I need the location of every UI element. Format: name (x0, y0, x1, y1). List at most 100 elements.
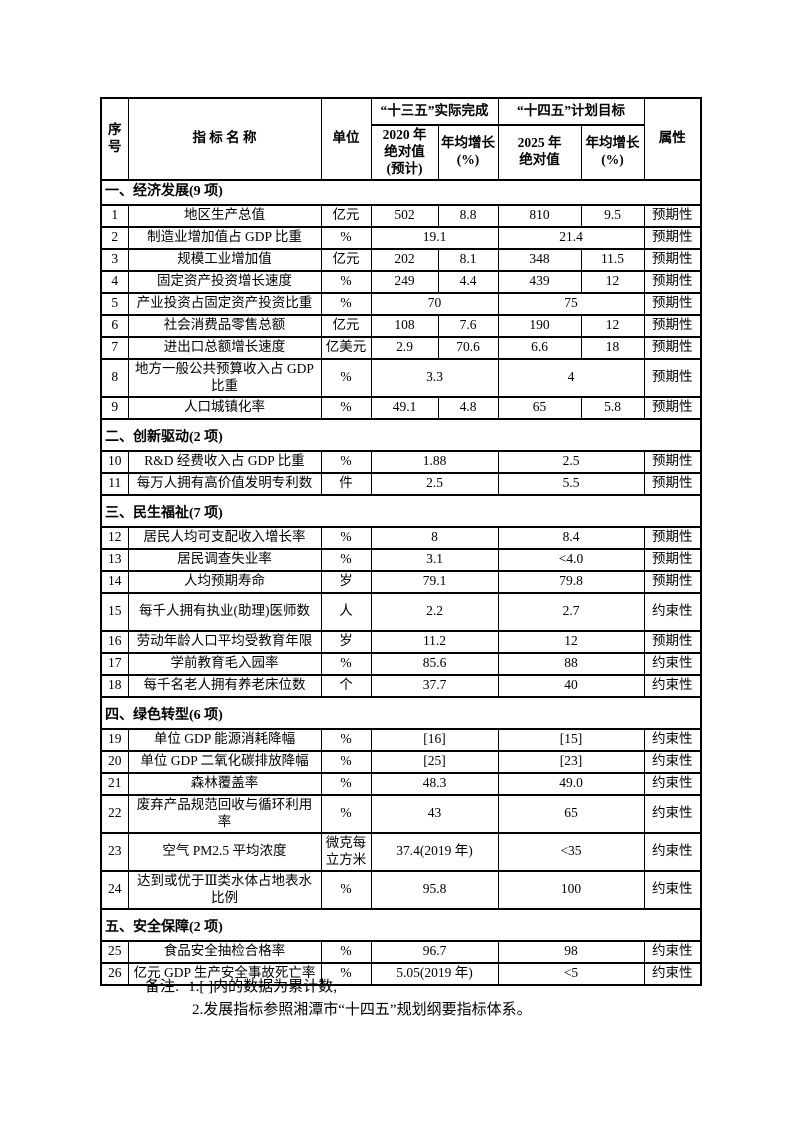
cell-value-14th: <4.0 (497, 547, 645, 572)
cell-indicator-name: 产业投资占固定资产投资比重 (127, 291, 322, 316)
cell-indicator-name: 食品安全抽检合格率 (127, 939, 322, 964)
cell-attribute: 约束性 (643, 771, 702, 796)
section-header-row: 二、创新驱动(2 项) (100, 417, 702, 452)
cell-value-13th: 2.2 (370, 591, 499, 632)
cell-row-number: 22 (100, 793, 129, 834)
cell-unit: % (320, 395, 372, 420)
cell-value-2025: 190 (497, 313, 582, 338)
table-row: 4 固定资产投资增长速度% 249 4.4 439 12 预期性 (100, 269, 702, 294)
cell-attribute: 预期性 (643, 449, 702, 474)
col-indicator-header: 指 标 名 称 (127, 97, 322, 181)
cell-value-13th: 79.1 (370, 569, 499, 594)
cell-value-13th: 1.88 (370, 449, 499, 474)
cell-indicator-name: 每千人拥有执业(助理)医师数 (127, 591, 322, 632)
cell-unit: % (320, 291, 372, 316)
cell-attribute: 约束性 (643, 673, 702, 698)
cell-attribute: 预期性 (643, 247, 702, 272)
cell-value-2025: 439 (497, 269, 582, 294)
section-header-row: 三、民生福祉(7 项) (100, 493, 702, 528)
cell-value-2020: 2.9 (370, 335, 439, 360)
section-header-row: 四、绿色转型(6 项) (100, 695, 702, 730)
cell-value-13th: 96.7 (370, 939, 499, 964)
table-row: 22 废弃产品规范回收与循环利用率% 43 65 约束性 (100, 793, 702, 834)
cell-row-number: 23 (100, 831, 129, 872)
cell-attribute: 约束性 (643, 591, 702, 632)
cell-attribute: 约束性 (643, 869, 702, 910)
table-row: 17 学前教育毛入园率% 85.6 88 约束性 (100, 651, 702, 676)
cell-attribute: 预期性 (643, 629, 702, 654)
cell-row-number: 17 (100, 651, 129, 676)
table-row: 21 森林覆盖率% 48.3 49.0 约束性 (100, 771, 702, 796)
section-header-row: 五、安全保障(2 项) (100, 907, 702, 942)
cell-row-number: 6 (100, 313, 129, 338)
cell-value-14th: 12 (497, 629, 645, 654)
cell-attribute: 约束性 (643, 793, 702, 834)
cell-growth-14th: 12 (580, 269, 645, 294)
note-line-1-row: 备注: 1.[ ]内的数据为累计数; (145, 976, 532, 999)
cell-row-number: 3 (100, 247, 129, 272)
cell-attribute: 预期性 (643, 525, 702, 550)
cell-unit: % (320, 869, 372, 910)
cell-growth-14th: 9.5 (580, 203, 645, 228)
cell-unit: 亿美元 (320, 335, 372, 360)
cell-value-13th: 48.3 (370, 771, 499, 796)
table-row: 9 人口城镇化率% 49.1 4.8 65 5.8 预期性 (100, 395, 702, 420)
section-title: 一、经济发展(9 项) (100, 178, 702, 206)
cell-indicator-name: 人口城镇化率 (127, 395, 322, 420)
cell-unit: 岁 (320, 629, 372, 654)
table-row: 19 单位 GDP 能源消耗降幅% [16] [15] 约束性 (100, 727, 702, 752)
cell-unit: % (320, 727, 372, 752)
table-row: 13 居民调查失业率% 3.1 <4.0 预期性 (100, 547, 702, 572)
cell-value-13th: 19.1 (370, 225, 499, 250)
header-line: 绝对值 (384, 143, 425, 159)
cell-value-2020: 249 (370, 269, 439, 294)
table-row: 24 达到或优于Ⅲ类水体占地表水比例% 95.8 100 约束性 (100, 869, 702, 910)
section-title: 五、安全保障(2 项) (100, 907, 702, 942)
cell-attribute: 预期性 (643, 269, 702, 294)
cell-value-14th: 21.4 (497, 225, 645, 250)
cell-value-14th: 79.8 (497, 569, 645, 594)
cell-value-14th: 40 (497, 673, 645, 698)
section-title: 三、民生福祉(7 项) (100, 493, 702, 528)
cell-value-13th: 3.3 (370, 357, 499, 398)
cell-value-13th: 5.05(2019 年) (370, 961, 499, 986)
cell-indicator-name: 社会消费品零售总额 (127, 313, 322, 338)
cell-attribute: 预期性 (643, 225, 702, 250)
cell-attribute: 预期性 (643, 395, 702, 420)
table-row: 6 社会消费品零售总额 亿元 108 7.6 190 12 预期性 (100, 313, 702, 338)
table-row: 11 每万人拥有高价值发明专利数件 2.5 5.5 预期性 (100, 471, 702, 496)
section-title: 二、创新驱动(2 项) (100, 417, 702, 452)
note-line-2: 2.发展指标参照湘潭市“十四五”规划纲要指标体系。 (192, 1002, 532, 1019)
cell-indicator-name: 单位 GDP 能源消耗降幅 (127, 727, 322, 752)
cell-indicator-name: 居民人均可支配收入增长率 (127, 525, 322, 550)
group-14th-plan-header: “十四五”计划目标 (497, 97, 645, 126)
cell-row-number: 13 (100, 547, 129, 572)
cell-row-number: 2 (100, 225, 129, 250)
cell-value-13th: 8 (370, 525, 499, 550)
cell-value-14th: 8.4 (497, 525, 645, 550)
table-row: 2 制造业增加值占 GDP 比重% 19.1 21.4 预期性 (100, 225, 702, 250)
cell-attribute: 约束性 (643, 831, 702, 872)
group-13th-plan-header: “十三五”实际完成 (370, 97, 499, 126)
cell-growth-13th: 4.8 (437, 395, 499, 420)
cell-unit: 亿元 (320, 313, 372, 338)
cell-unit: % (320, 525, 372, 550)
col-2020-value-header: 2020 年 绝对值 (预计) (370, 124, 439, 181)
cell-row-number: 24 (100, 869, 129, 910)
cell-unit: 件 (320, 471, 372, 496)
section-header-row: 一、经济发展(9 项) (100, 178, 702, 206)
cell-indicator-name: 空气 PM2.5 平均浓度 (127, 831, 322, 872)
cell-value-13th: [16] (370, 727, 499, 752)
cell-value-13th: [25] (370, 749, 499, 774)
table-row: 15 每千人拥有执业(助理)医师数人 2.2 2.7 约束性 (100, 591, 702, 632)
cell-growth-14th: 12 (580, 313, 645, 338)
cell-value-13th: 85.6 (370, 651, 499, 676)
cell-value-2020: 502 (370, 203, 439, 228)
table-row: 16 劳动年龄人口平均受教育年限岁 11.2 12 预期性 (100, 629, 702, 654)
cell-unit: % (320, 793, 372, 834)
cell-growth-14th: 11.5 (580, 247, 645, 272)
cell-attribute: 约束性 (643, 749, 702, 774)
note-line-1: 1.[ ]内的数据为累计数; (188, 979, 338, 995)
cell-row-number: 12 (100, 525, 129, 550)
